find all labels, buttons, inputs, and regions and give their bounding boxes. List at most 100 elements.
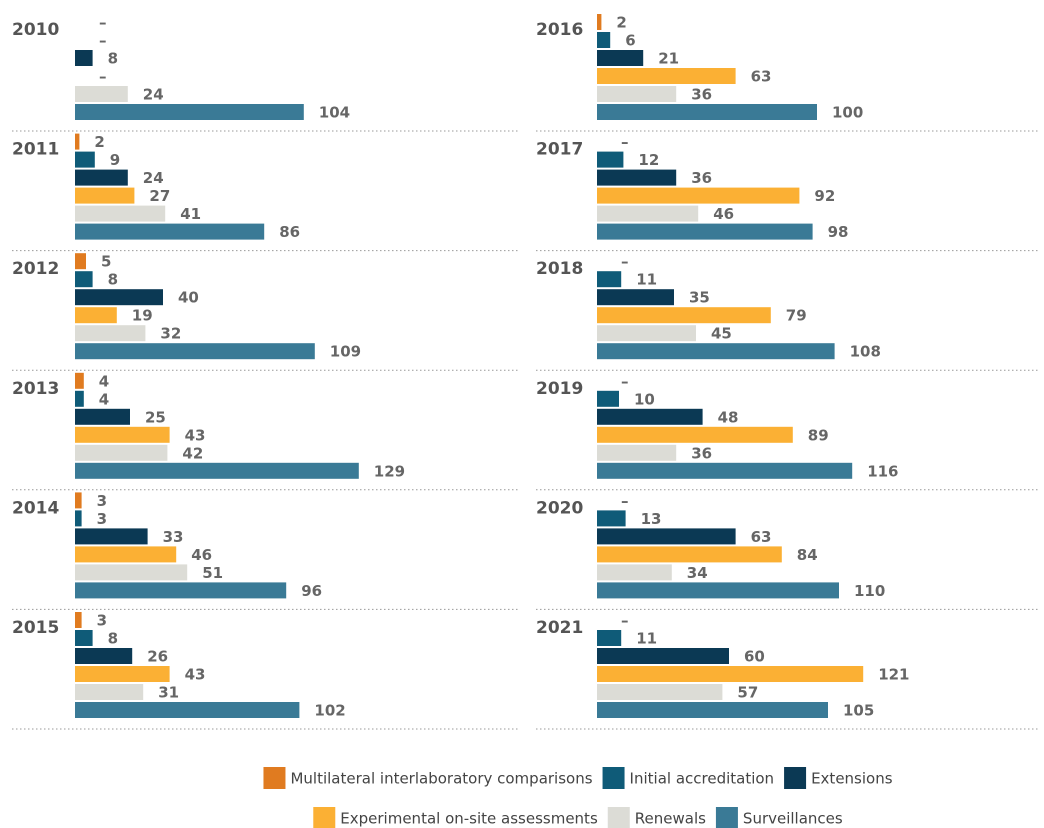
value-label: 98 xyxy=(828,223,849,241)
bar xyxy=(597,68,736,84)
value-label: 19 xyxy=(132,307,153,325)
value-label: 35 xyxy=(689,289,710,307)
bar xyxy=(75,205,166,222)
bar xyxy=(75,390,84,407)
value-label: – xyxy=(99,14,107,32)
value-label: 129 xyxy=(374,462,405,480)
bar xyxy=(597,50,644,66)
bar xyxy=(75,408,130,425)
bar xyxy=(75,564,188,581)
value-label: – xyxy=(621,612,629,630)
bar xyxy=(597,169,677,186)
year-label: 2017 xyxy=(536,140,583,160)
bar xyxy=(75,648,133,664)
bar xyxy=(75,444,168,461)
value-label: 92 xyxy=(814,187,835,205)
bar xyxy=(597,325,696,342)
value-label: 86 xyxy=(279,223,300,241)
value-label: 3 xyxy=(97,492,107,510)
bar xyxy=(75,666,170,682)
bar xyxy=(75,133,80,150)
value-label: 10 xyxy=(634,390,655,408)
value-label: 40 xyxy=(178,289,199,307)
value-label: 36 xyxy=(691,169,712,187)
bar xyxy=(597,289,674,306)
year-label: 2014 xyxy=(12,498,59,518)
bar xyxy=(597,702,828,718)
year-label: 2019 xyxy=(536,379,583,399)
value-label: 27 xyxy=(149,187,170,205)
bar xyxy=(597,564,672,581)
bar xyxy=(597,104,817,120)
bar xyxy=(597,666,864,682)
value-label: 84 xyxy=(797,546,818,564)
bar xyxy=(75,684,144,700)
value-label: 3 xyxy=(97,510,107,528)
legend-label: Surveillances xyxy=(743,810,843,828)
bar xyxy=(597,390,619,407)
bar xyxy=(75,50,93,66)
value-label: 9 xyxy=(110,151,120,169)
value-label: 41 xyxy=(180,205,201,223)
legend-label: Extensions xyxy=(811,770,893,788)
value-label: 25 xyxy=(145,408,166,426)
year-label: 2020 xyxy=(536,498,583,518)
bar xyxy=(75,462,359,479)
year-label: 2015 xyxy=(12,618,59,638)
value-label: 96 xyxy=(301,582,322,600)
value-label: 63 xyxy=(751,528,772,546)
bar xyxy=(597,86,677,102)
legend-label: Renewals xyxy=(635,810,706,828)
bar xyxy=(597,408,703,425)
bar xyxy=(75,702,300,718)
bar xyxy=(597,426,793,443)
value-label: – xyxy=(621,372,629,390)
legend-swatch xyxy=(607,807,630,828)
legend-swatch xyxy=(715,807,738,828)
value-label: 36 xyxy=(691,444,712,462)
value-label: 89 xyxy=(808,426,829,444)
bar xyxy=(75,151,95,168)
year-label: 2018 xyxy=(536,259,583,279)
value-label: 116 xyxy=(867,462,898,480)
value-label: 110 xyxy=(854,582,885,600)
value-label: – xyxy=(621,492,629,510)
bar xyxy=(597,151,624,168)
bar xyxy=(75,528,148,545)
value-label: 43 xyxy=(185,426,206,444)
value-label: 42 xyxy=(182,444,203,462)
value-label: 2 xyxy=(616,14,626,32)
bar xyxy=(597,32,611,48)
value-label: 4 xyxy=(99,390,109,408)
bar xyxy=(75,492,82,509)
legend-label: Initial accreditation xyxy=(630,770,775,788)
value-label: – xyxy=(621,133,629,151)
year-label: 2013 xyxy=(12,379,59,399)
value-label: 43 xyxy=(185,666,206,684)
value-label: 36 xyxy=(691,86,712,104)
bar xyxy=(75,582,287,599)
bar xyxy=(75,271,93,288)
value-label: 60 xyxy=(744,648,765,666)
bar xyxy=(75,630,93,646)
value-label: 102 xyxy=(314,702,345,720)
value-label: 46 xyxy=(713,205,734,223)
value-label: 100 xyxy=(832,104,863,122)
bar xyxy=(75,426,170,443)
value-label: 108 xyxy=(850,343,881,361)
value-label: 5 xyxy=(101,253,111,271)
bar xyxy=(75,343,315,360)
value-label: 8 xyxy=(108,630,118,648)
value-label: 11 xyxy=(636,271,657,289)
bar xyxy=(597,630,622,646)
bar xyxy=(75,325,146,342)
value-label: 21 xyxy=(658,50,679,68)
legend-swatch xyxy=(602,767,625,789)
legend-swatch xyxy=(784,767,807,789)
value-label: 63 xyxy=(751,68,772,86)
value-label: 12 xyxy=(638,151,659,169)
bar xyxy=(597,648,729,664)
year-label: 2016 xyxy=(536,20,583,40)
value-label: 48 xyxy=(718,408,739,426)
